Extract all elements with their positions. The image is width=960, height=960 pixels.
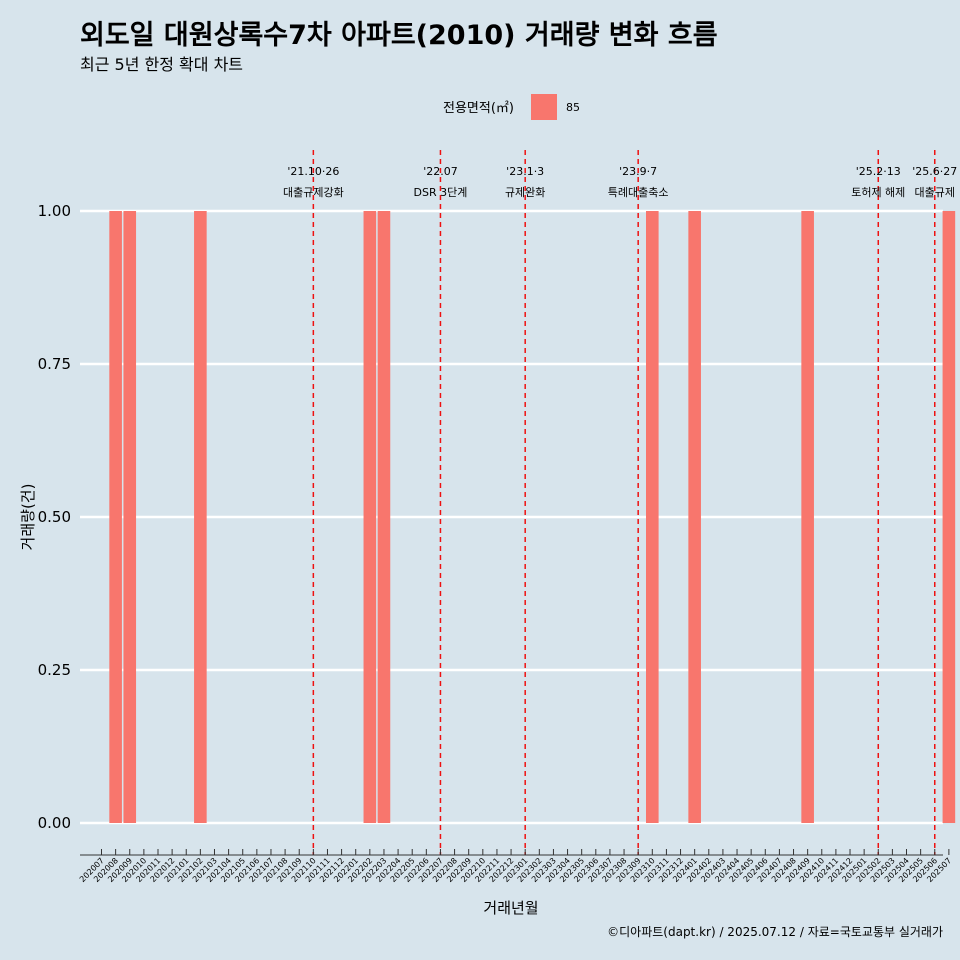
y-tick-label: 0.00: [38, 814, 71, 832]
annotations: '21.10·26 대출규제강화 '22.07 DSR 3단계 '23.1·3 규제완화 '…: [283, 165, 957, 199]
annotation-label: 대출규제: [915, 186, 955, 199]
caption: ©디아파트(dapt.kr) / 2025.07.12 / 자료=국토교통부 실…: [607, 925, 943, 939]
y-tick-label: 0.50: [38, 508, 71, 526]
annotation-lines: [312, 150, 936, 855]
legend-label: 85: [566, 101, 580, 114]
bar: [363, 211, 377, 823]
annotation-label: 특례대출축소: [608, 186, 669, 199]
y-axis-title: 거래량(건): [19, 484, 37, 551]
annotation-label: DSR 3단계: [414, 186, 468, 199]
annotation-date: '23.9·7: [619, 165, 657, 178]
bar: [109, 211, 122, 823]
y-tick-label: 1.00: [38, 202, 71, 220]
bar: [194, 211, 207, 823]
x-axis-title: 거래년월: [483, 899, 538, 917]
bar: [801, 211, 814, 823]
y-axis: 0.00 0.25 0.50 0.75 1.00: [38, 202, 71, 832]
bar: [377, 211, 391, 823]
legend-title: 전용면적(㎡): [443, 101, 514, 116]
bars: [109, 211, 956, 823]
gridlines: [80, 209, 943, 825]
legend-swatch: [531, 94, 557, 120]
x-axis: 2020072020082020092020102020112020122021…: [78, 849, 953, 884]
annotation-label: 규제완화: [505, 186, 545, 199]
annotation-date: '22.07: [423, 165, 458, 178]
annotation-date: '25.6·27: [912, 165, 957, 178]
annotation-date: '21.10·26: [287, 165, 339, 178]
y-tick-label: 0.25: [38, 661, 71, 679]
chart-subtitle: 최근 5년 한정 확대 차트: [80, 55, 243, 74]
bar: [942, 211, 956, 823]
y-tick-label: 0.75: [38, 355, 71, 373]
bar: [688, 211, 701, 823]
bar: [123, 211, 137, 823]
chart-title: 외도일 대원상록수7차 아파트(2010) 거래량 변화 흐름: [80, 20, 718, 51]
annotation-date: '25.2·13: [856, 165, 901, 178]
annotation-label: 토허제 해제: [851, 185, 905, 199]
annotation-date: '23.1·3: [506, 165, 544, 178]
legend: 전용면적(㎡) 85: [443, 94, 580, 120]
annotation-label: 대출규제강화: [283, 186, 344, 199]
bar: [645, 211, 659, 823]
